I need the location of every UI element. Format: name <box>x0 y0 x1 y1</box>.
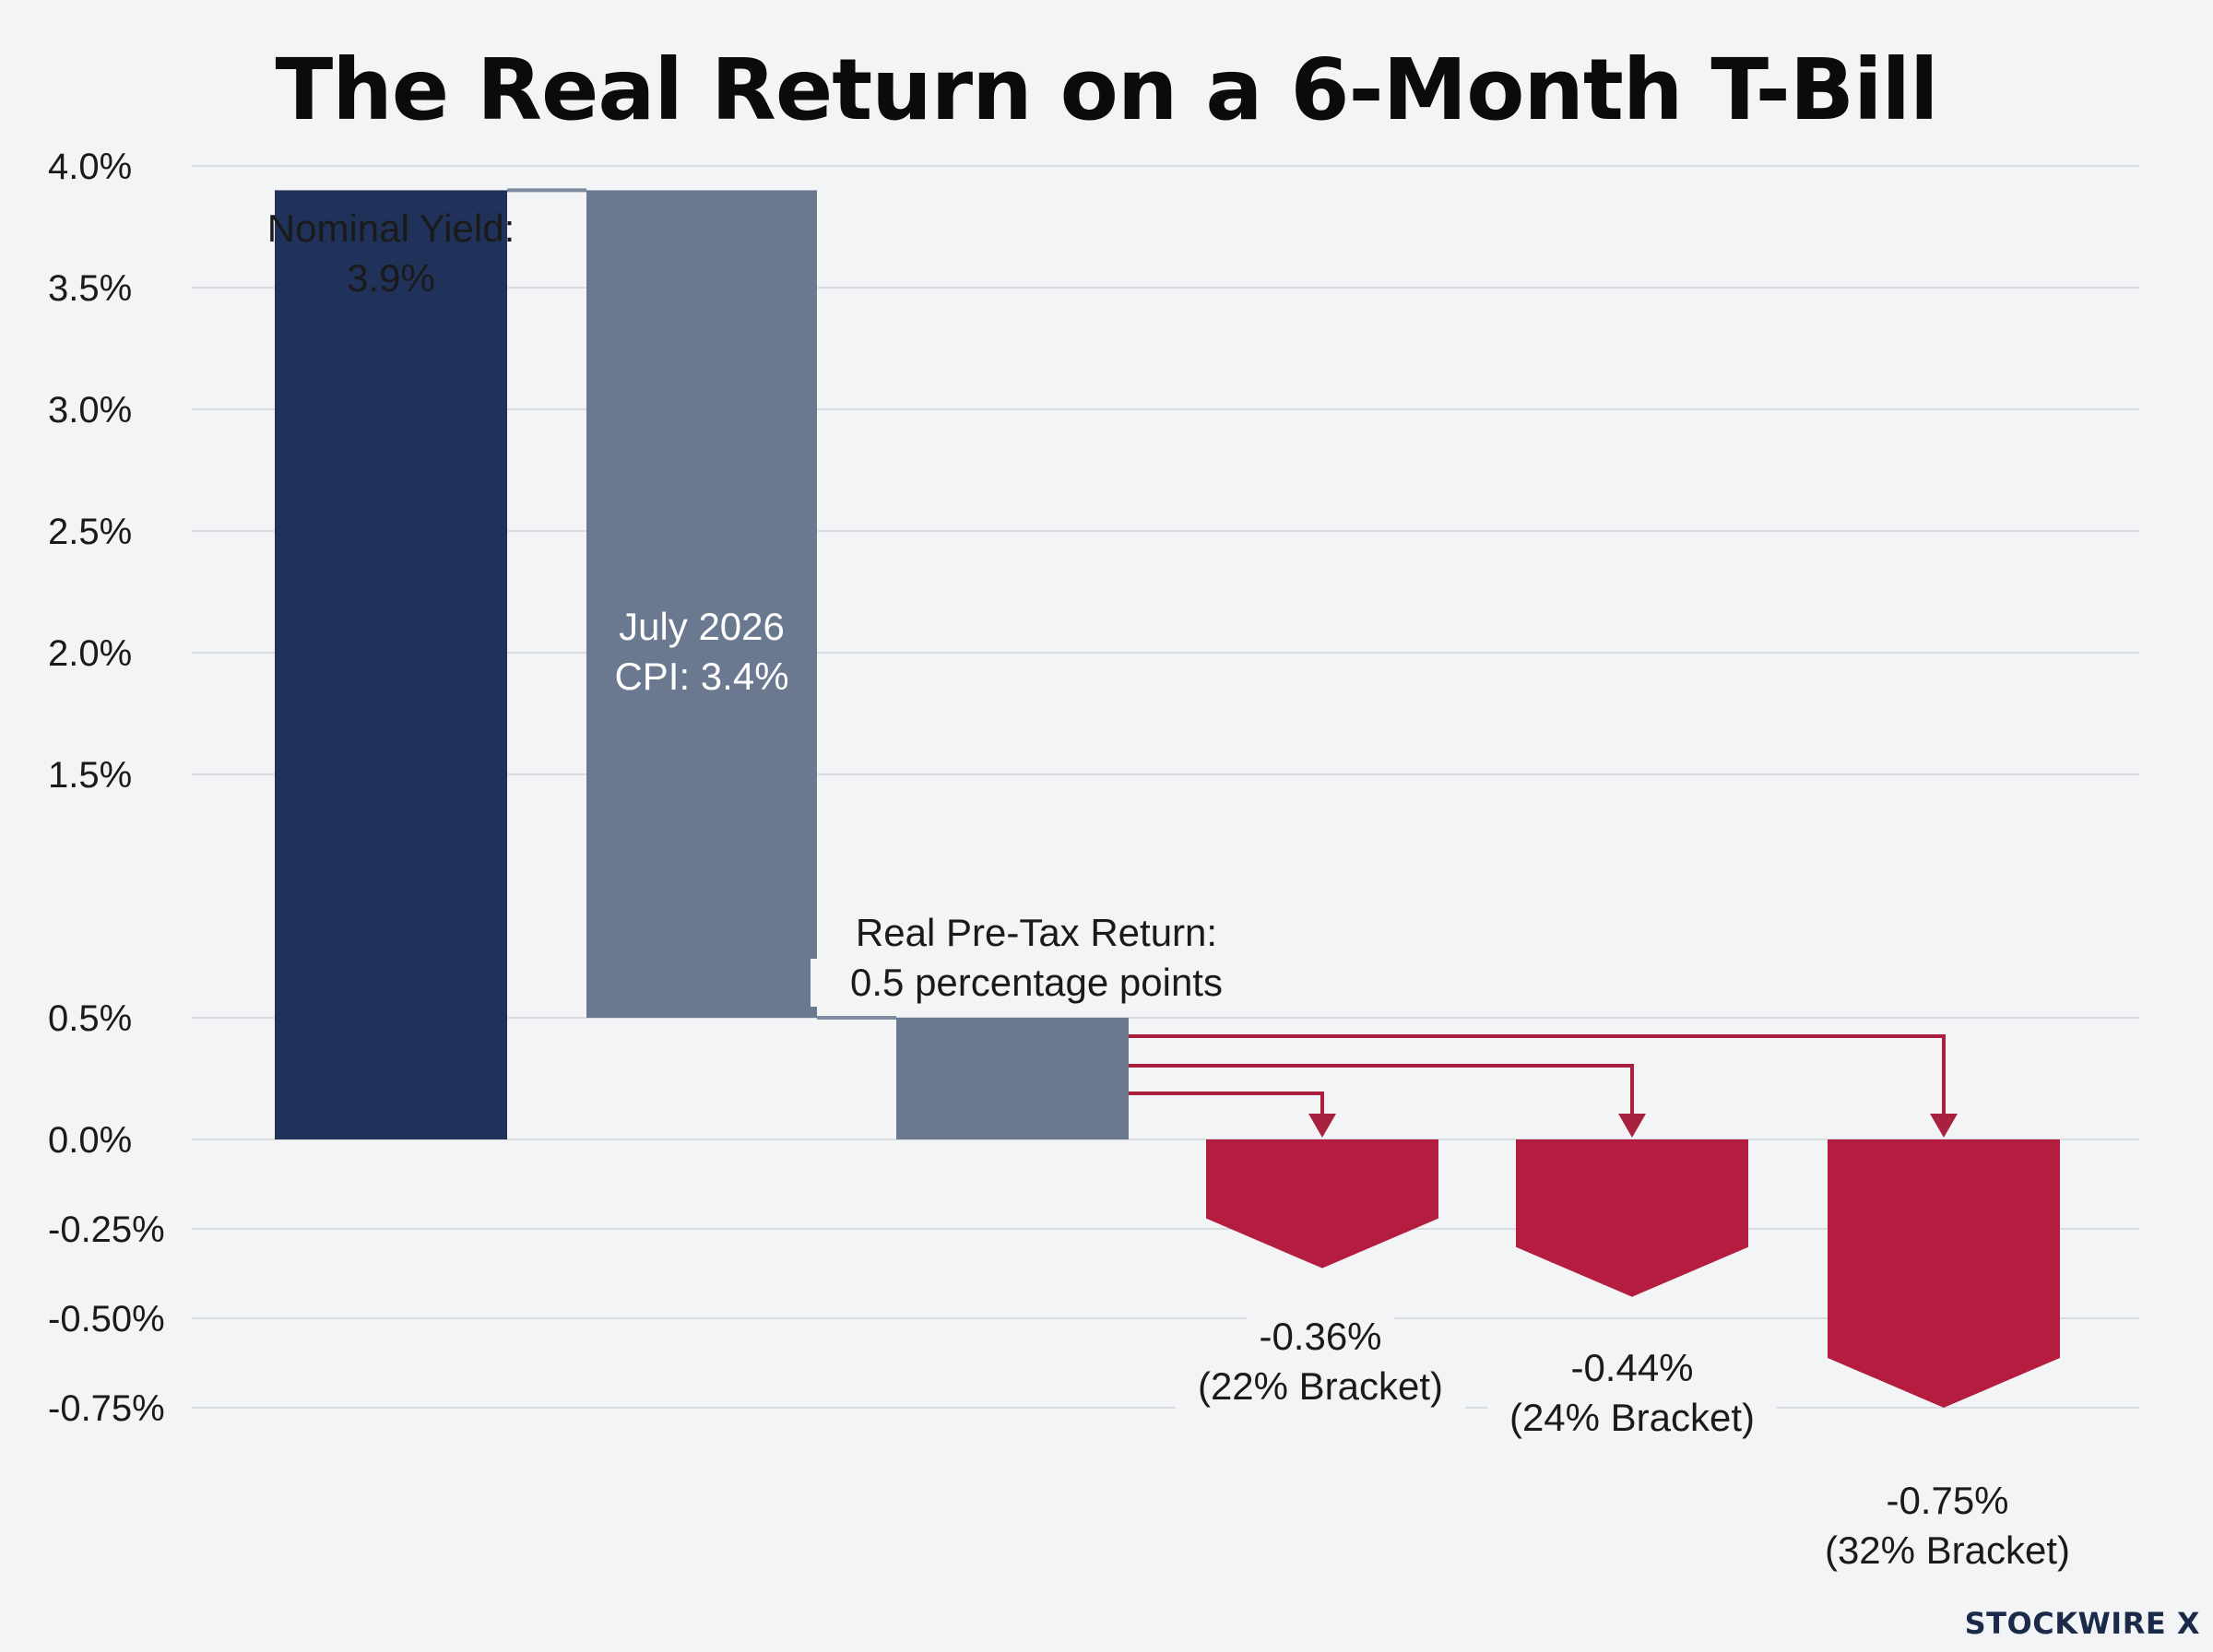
y-tick-label: 1.5% <box>48 755 132 796</box>
bar-tax32 <box>1828 1139 2060 1408</box>
bar-label-real: 0.5 percentage points <box>850 961 1223 1004</box>
bar-label-tax22: (22% Bracket) <box>1198 1364 1443 1408</box>
bar-label-cpi: CPI: 3.4% <box>614 655 788 698</box>
y-tick-label: 0.5% <box>48 998 132 1039</box>
bar-label-cpi: July 2026 <box>619 605 785 648</box>
bar-labels: Nominal Yield: 3.9% July 2026 CPI: 3.4% Real… <box>267 206 2092 1575</box>
label-backdrop <box>1247 1313 1394 1361</box>
label-backdrop <box>821 909 1252 957</box>
bar-cpi <box>586 190 817 1018</box>
y-tick-label: 3.0% <box>48 390 132 431</box>
arrow-line-tax22 <box>1129 1092 1324 1117</box>
label-backdrop <box>1176 1363 1465 1410</box>
label-backdrop <box>1874 1477 2021 1525</box>
bar-label-tax24: (24% Bracket) <box>1509 1396 1755 1439</box>
bar-nominal <box>275 190 507 1139</box>
bar-label-nominal: 3.9% <box>347 256 435 300</box>
y-axis-ticks: 4.0% 3.5% 3.0% 2.5% 2.0% 1.5% 0.5% 0.0% -0.25% -0… <box>48 147 165 1429</box>
chart-title: The Real Return on a 6-Month T-Bill <box>275 41 1938 139</box>
connector-lines <box>507 188 1958 1138</box>
bar-label-tax32: -0.75% <box>1886 1479 2008 1522</box>
bar-label-nominal: Nominal Yield: <box>267 206 515 250</box>
y-tick-label: 3.5% <box>48 268 132 309</box>
bar-label-tax32: (32% Bracket) <box>1825 1528 2070 1572</box>
y-tick-label: -0.75% <box>48 1388 165 1429</box>
arrow-line-tax24 <box>1129 1064 1634 1117</box>
label-backdrop <box>1487 1394 1777 1442</box>
bar-tax22 <box>1206 1139 1438 1268</box>
bar-tax24 <box>1516 1139 1748 1297</box>
brand-logo: STOCKWIRE X <box>1964 1606 2200 1641</box>
arrow-line-tax32 <box>1129 1034 1946 1117</box>
y-tick-label: 2.0% <box>48 633 132 674</box>
bars <box>275 190 2060 1408</box>
bar-label-real: Real Pre-Tax Return: <box>856 911 1217 954</box>
arrow-head-tax22 <box>1308 1114 1336 1138</box>
y-tick-label: 4.0% <box>48 147 132 187</box>
bar-label-tax22: -0.36% <box>1259 1315 1381 1358</box>
y-tick-label: 2.5% <box>48 512 132 552</box>
arrow-head-tax32 <box>1930 1114 1958 1138</box>
y-tick-label: -0.25% <box>48 1210 165 1250</box>
label-backdrop <box>1803 1527 2092 1575</box>
y-tick-label: 0.0% <box>48 1120 132 1161</box>
bar-real <box>896 1018 1129 1139</box>
bar-label-tax24: -0.44% <box>1570 1346 1693 1389</box>
grid-lines <box>192 165 2139 1409</box>
label-backdrop <box>1558 1344 1706 1392</box>
label-backdrop <box>811 959 1262 1007</box>
arrow-head-tax24 <box>1618 1114 1646 1138</box>
y-tick-label: -0.50% <box>48 1299 165 1339</box>
